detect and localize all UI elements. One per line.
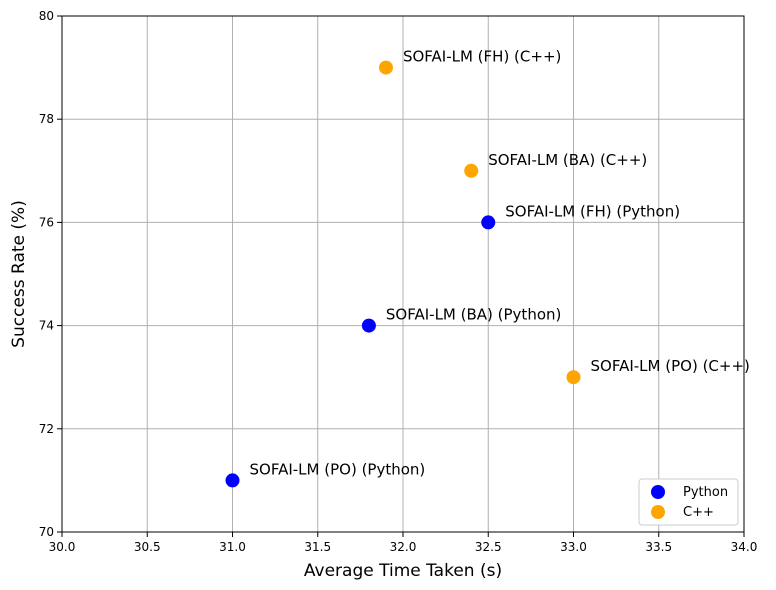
y-tick-label: 76: [39, 215, 54, 229]
data-point: [481, 215, 496, 230]
data-point: [566, 370, 581, 385]
point-label: SOFAI-LM (BA) (Python): [386, 306, 561, 324]
legend-label-python: Python: [683, 485, 728, 500]
data-points: [225, 60, 581, 488]
y-axis-title: Success Rate (%): [9, 200, 29, 348]
legend-marker-python: [651, 485, 665, 499]
x-axis-title: Average Time Taken (s): [304, 561, 502, 581]
x-tick-label: 32.5: [475, 540, 502, 554]
x-tick-label: 30.0: [49, 540, 76, 554]
grid-lines: [61, 15, 745, 533]
y-tick-label: 80: [39, 9, 54, 23]
x-tick-label: 30.5: [134, 540, 161, 554]
data-point: [361, 318, 376, 333]
data-point: [378, 60, 393, 75]
point-label: SOFAI-LM (PO) (C++): [591, 357, 750, 375]
point-label: SOFAI-LM (FH) (Python): [505, 202, 680, 220]
legend-label-cpp: C++: [683, 505, 714, 520]
y-tick-label: 70: [39, 525, 54, 539]
axis-ticks: 30.0 30.5 31.0 31.5 32.0 32.5 33.0 33.5 34.0 70 72…: [39, 9, 758, 554]
x-tick-label: 33.5: [645, 540, 672, 554]
point-label: SOFAI-LM (FH) (C++): [403, 48, 561, 66]
legend-marker-cpp: [651, 505, 665, 519]
y-tick-label: 78: [39, 112, 54, 126]
point-label: SOFAI-LM (PO) (Python): [250, 460, 426, 478]
y-tick-label: 72: [39, 422, 54, 436]
x-tick-label: 31.0: [219, 540, 246, 554]
data-point: [225, 473, 240, 488]
point-labels: SOFAI-LM (PO) (Python) SOFAI-LM (BA) (Pyt…: [250, 48, 750, 479]
x-tick-label: 33.0: [560, 540, 587, 554]
point-label: SOFAI-LM (BA) (C++): [488, 151, 647, 169]
y-tick-label: 74: [39, 319, 54, 333]
x-tick-label: 34.0: [731, 540, 758, 554]
x-tick-label: 31.5: [304, 540, 331, 554]
x-tick-label: 32.0: [390, 540, 417, 554]
legend: Python C++: [638, 478, 739, 526]
data-point: [464, 163, 479, 178]
